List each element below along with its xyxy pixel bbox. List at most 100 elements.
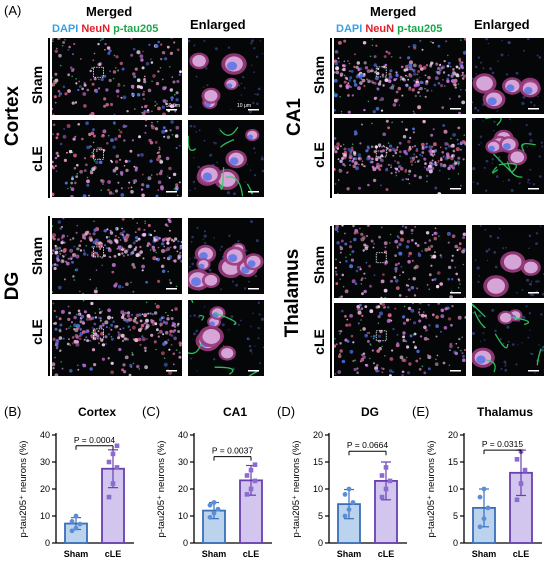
x-tick-label: Sham [64,549,89,559]
bar-chart-3: (E) Thalamus p-tau205⁺ neurons (%) 0 5 10 15 20… [412,404,542,559]
chart-title: Thalamus [477,405,533,419]
region-label-thalamus: Thalamus [282,248,303,338]
merged-header-left: Merged [86,4,133,19]
data-point [69,528,75,534]
x-tick-label: cLE [243,549,260,559]
cond-cle-dg: cLE [29,319,45,345]
y-tick-label: 0 [45,538,50,548]
y-axis-title: p-tau205⁺ neurons (%) [18,441,29,538]
data-point [73,513,79,519]
y-tick-label: 10 [40,511,50,521]
data-point [383,486,389,492]
data-point [211,510,217,516]
p-value-label: P = 0.0664 [347,440,388,450]
bar-chart-0: (B) Cortex p-tau205⁺ neurons (%) 0 10 20 30 40 S… [4,404,134,559]
stain-ptau: p-tau205 [113,23,159,35]
stain-legend-right: DAPI NeuN p-tau205 [336,23,442,35]
region-label-ca1: CA1 [284,98,305,137]
micrograph-dg-cle-enlarged [188,300,264,376]
group-line-thalamus [330,226,332,378]
micrograph-thalamus-sham-merged [334,225,466,298]
stain-neun: NeuN [365,23,395,35]
x-tick-label: Sham [337,549,362,559]
y-tick-label: 20 [448,430,458,440]
cond-sham-ca1: Sham [311,55,327,95]
data-point [252,462,258,467]
y-tick-label: 40 [40,430,50,440]
y-tick-label: 5 [318,511,323,521]
micrograph-dg-sham-merged [52,218,182,294]
y-tick-label: 0 [318,538,323,548]
micrograph-cortex-cle-enlarged [188,120,264,197]
data-point [244,473,250,478]
y-tick-label: 20 [178,484,188,494]
data-point [485,505,491,511]
group-line-ca1 [330,38,332,198]
micrograph-ca1-sham-merged [334,38,466,114]
bar-chart-1: (C) CA1 p-tau205⁺ neurons (%) 0 10 20 30 40 Sham… [142,404,272,559]
y-tick-label: 30 [40,457,50,467]
cond-sham-thalamus: Sham [311,245,327,285]
micrograph-cortex-sham-enlarged [188,38,264,115]
cond-cle-cortex: cLE [29,146,45,172]
y-tick-label: 5 [453,511,458,521]
data-point [110,451,116,457]
y-tick-label: 0 [453,538,458,548]
data-point [477,524,483,530]
bar-chart-2: (D) DG p-tau205⁺ neurons (%) 0 5 10 15 20 Sham cL… [277,404,407,559]
y-tick-label: 30 [178,457,188,467]
p-value-label: P = 0.0037 [212,446,253,456]
stain-dapi: DAPI [52,23,79,35]
x-tick-label: Sham [472,549,497,559]
enlarged-header-right: Enlarged [474,17,530,32]
cond-cle-thalamus: cLE [311,329,327,355]
data-point [477,494,483,500]
y-tick-label: 10 [448,484,458,494]
p-value-label: P = 0.0315 [482,439,523,449]
data-point [522,467,528,473]
data-point [106,494,112,500]
data-point [387,478,393,484]
data-point [346,507,352,512]
y-tick-label: 15 [313,457,323,467]
data-point [346,486,352,492]
scale-label-enlarged: 10 μm [237,103,251,109]
micrograph-thalamus-sham-enlarged [472,225,544,298]
micrograph-cortex-sham-merged [52,38,182,115]
y-tick-label: 20 [40,484,50,494]
data-point [383,465,389,470]
chart-title: DG [361,405,379,419]
x-tick-label: Sham [202,549,227,559]
stain-dapi: DAPI [336,23,363,35]
data-point [73,525,79,531]
p-value-label: P = 0.0004 [74,435,115,445]
group-line-dg [48,216,50,376]
data-point [514,497,520,503]
data-point [481,516,487,522]
panel-letter: (B) [4,404,21,419]
data-point [379,473,385,478]
region-label-dg: DG [2,271,23,301]
micrograph-cortex-cle-merged [52,120,182,197]
data-point [110,481,116,486]
stain-ptau: p-tau205 [397,23,443,35]
scale-label-merged: 50 μm [166,103,180,109]
data-point [350,500,356,505]
cond-sham-cortex: Sham [29,65,45,105]
x-tick-label: cLE [378,549,395,559]
merged-header-right: Merged [370,4,417,19]
data-point [207,502,213,508]
y-tick-label: 10 [178,511,188,521]
y-axis-title: p-tau205⁺ neurons (%) [156,441,167,538]
data-point [518,481,524,486]
stain-neun: NeuN [81,23,111,35]
data-point [379,494,385,500]
micrograph-ca1-cle-merged [334,118,466,194]
stain-legend-left: DAPI NeuN p-tau205 [52,23,158,35]
y-tick-label: 15 [448,457,458,467]
cond-sham-dg: Sham [29,236,45,276]
data-point [77,521,83,527]
cond-cle-ca1: cLE [311,142,327,168]
data-point [342,513,348,519]
data-point [69,519,75,524]
